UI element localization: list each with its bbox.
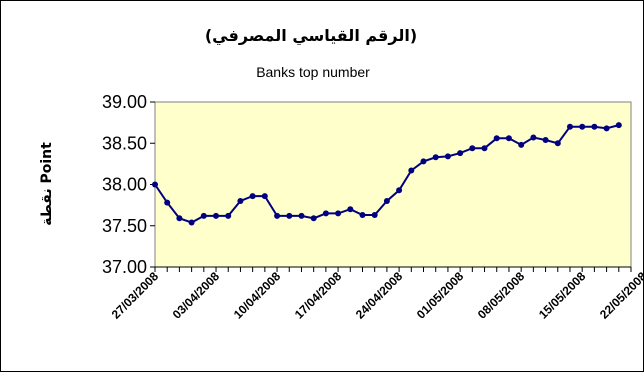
data-point: [225, 212, 232, 219]
y-tick-label: 37.50: [102, 216, 147, 236]
data-point: [518, 141, 525, 148]
y-tick-label: 39.00: [102, 92, 147, 112]
data-point: [188, 219, 195, 226]
data-point: [591, 123, 598, 130]
data-point: [493, 135, 500, 142]
data-point: [567, 123, 573, 130]
data-point: [469, 145, 476, 152]
x-tick-label: 10/04/2008: [231, 269, 284, 322]
data-point: [603, 125, 610, 132]
data-point: [237, 198, 244, 204]
data-point: [152, 181, 158, 188]
data-point: [615, 122, 622, 129]
x-tick-label: 03/04/2008: [170, 269, 223, 322]
data-point: [249, 193, 256, 200]
data-point: [554, 140, 561, 147]
data-point: [457, 150, 464, 157]
data-point: [420, 158, 427, 165]
x-tick-label: 01/05/2008: [414, 269, 467, 322]
data-point: [347, 206, 354, 213]
x-axis: 27/03/2008 03/04/2008 10/04/2008 17/04/2008…: [109, 266, 644, 322]
x-tick-label: 24/04/2008: [353, 269, 406, 322]
data-point: [213, 212, 219, 219]
data-point: [542, 137, 549, 143]
x-tick-label: 22/05/2008: [597, 269, 644, 322]
data-point: [359, 212, 366, 218]
data-point: [322, 210, 329, 217]
data-point: [396, 187, 403, 194]
y-axis: 37.00 37.50 38.00 38.50 39.00: [102, 92, 155, 277]
y-tick-label: 37.00: [102, 257, 147, 277]
data-point: [505, 135, 512, 142]
data-point: [335, 210, 342, 217]
series-1: [152, 122, 622, 226]
data-point: [530, 134, 537, 141]
data-point: [383, 198, 390, 204]
chart-title: (الرقم القياسي المصرفي): [205, 26, 417, 46]
y-axis-label: Point نقطة: [39, 142, 55, 226]
data-point: [298, 212, 305, 219]
x-tick-label: 17/04/2008: [292, 269, 345, 322]
data-point: [371, 212, 378, 218]
data-point: [481, 145, 488, 152]
data-point: [164, 199, 171, 206]
data-point: [274, 212, 281, 219]
data-point: [310, 215, 317, 222]
data-point: [286, 212, 293, 219]
x-tick-label: 15/05/2008: [536, 269, 589, 322]
data-point: [408, 167, 415, 174]
x-tick-label: 08/05/2008: [475, 269, 528, 322]
y-tick-label: 38.50: [102, 133, 147, 153]
data-point: [432, 154, 439, 161]
chart-subtitle: Banks top number: [256, 64, 370, 80]
data-point: [200, 212, 207, 219]
data-point: [579, 123, 586, 130]
plot-area: [154, 101, 632, 268]
data-point: [176, 215, 183, 222]
y-tick-label: 38.00: [102, 175, 147, 195]
data-point: [261, 193, 268, 200]
data-point: [444, 153, 451, 160]
